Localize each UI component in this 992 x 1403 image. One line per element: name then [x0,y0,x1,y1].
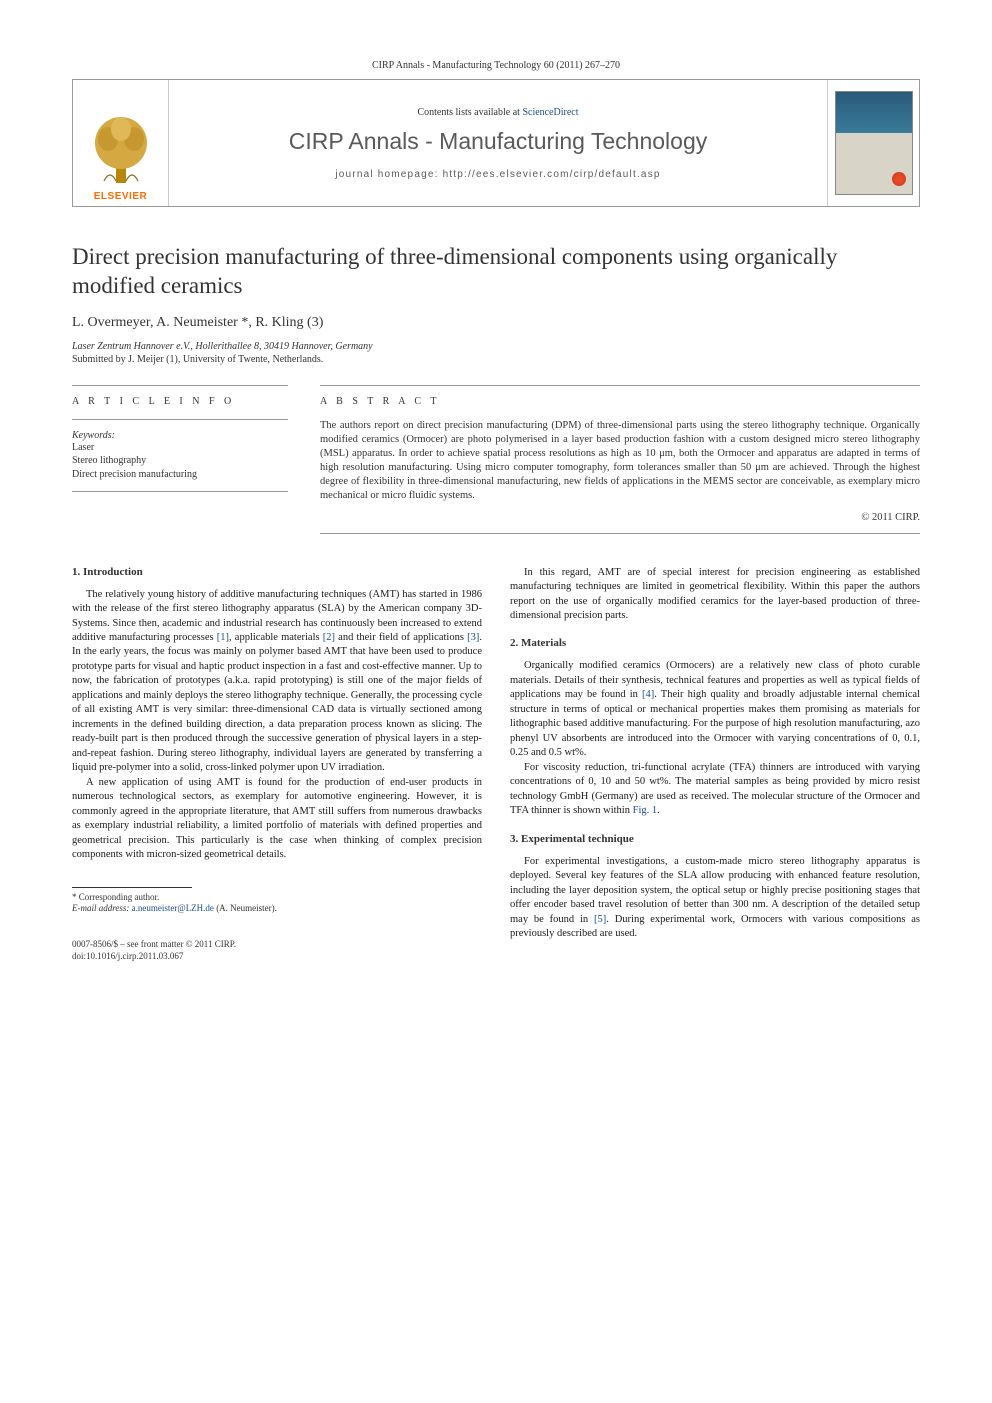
s2p2-post: . [657,805,660,816]
article-info-column: A R T I C L E I N F O Keywords: Laser St… [72,385,288,534]
homepage-url: http://ees.elsevier.com/cirp/default.asp [443,169,661,180]
keyword: Stereo lithography [72,454,288,468]
footnote-divider [72,887,192,888]
keyword: Direct precision manufacturing [72,468,288,482]
p1-mid2: and their field of applications [335,632,467,643]
corresponding-author: * Corresponding author. [72,892,482,904]
journal-banner: ELSEVIER Contents lists available at Sci… [72,79,920,207]
section-1-p2: A new application of using AMT is found … [72,776,482,863]
doi-line: doi:10.1016/j.cirp.2011.03.067 [72,951,482,963]
article-title: Direct precision manufacturing of three-… [72,243,920,301]
abstract-label: A B S T R A C T [320,396,920,407]
right-column: In this regard, AMT are of special inter… [510,566,920,963]
homepage-prefix: journal homepage: [335,169,442,180]
journal-homepage: journal homepage: http://ees.elsevier.co… [335,169,660,180]
footer-meta: 0007-8506/$ – see front matter © 2011 CI… [72,939,482,962]
abstract-copyright: © 2011 CIRP. [320,512,920,523]
ref-1-link[interactable]: [1] [217,632,229,643]
elsevier-tree-icon [86,109,156,189]
abstract-text: The authors report on direct precision m… [320,419,920,504]
abstract-column: A B S T R A C T The authors report on di… [320,385,920,534]
ref-3-link[interactable]: [3] [467,632,479,643]
elsevier-logo-box: ELSEVIER [73,80,169,206]
ref-2-link[interactable]: [2] [323,632,335,643]
keywords-label: Keywords: [72,430,288,441]
email-line: E-mail address: a.neumeister@LZH.de (A. … [72,903,482,915]
keyword: Laser [72,441,288,455]
p1-post: . In the early years, the focus was main… [72,632,482,773]
email-label: E-mail address: [72,903,132,913]
ref-4-link[interactable]: [4] [642,689,654,700]
elsevier-label: ELSEVIER [94,191,147,202]
section-2-p2: For viscosity reduction, tri-functional … [510,761,920,819]
p1-mid1: , applicable materials [229,632,323,643]
cover-thumbnail-box [827,80,919,206]
fig-1-link[interactable]: Fig. 1 [633,805,658,816]
section-2-heading: 2. Materials [510,637,920,649]
ref-5-link[interactable]: [5] [594,914,606,925]
affiliation: Laser Zentrum Hannover e.V., Hollerithal… [72,341,920,352]
section-1-p1: The relatively young history of additive… [72,588,482,776]
section-1-heading: 1. Introduction [72,566,482,578]
section-3-heading: 3. Experimental technique [510,833,920,845]
journal-title: CIRP Annals - Manufacturing Technology [289,128,708,155]
article-info-label: A R T I C L E I N F O [72,396,288,407]
journal-center: Contents lists available at ScienceDirec… [169,80,827,206]
email-name: (A. Neumeister). [214,903,277,913]
contents-line: Contents lists available at ScienceDirec… [417,107,578,118]
cover-thumbnail [835,91,913,195]
section-2-p1: Organically modified ceramics (Ormocers)… [510,659,920,760]
header-citation: CIRP Annals - Manufacturing Technology 6… [72,60,920,71]
sciencedirect-link[interactable]: ScienceDirect [522,107,578,118]
left-column: 1. Introduction The relatively young his… [72,566,482,963]
section-1-p3: In this regard, AMT are of special inter… [510,566,920,624]
section-3-p1: For experimental investigations, a custo… [510,855,920,942]
authors: L. Overmeyer, A. Neumeister *, R. Kling … [72,315,920,331]
email-link[interactable]: a.neumeister@LZH.de [132,903,214,913]
submitted-by: Submitted by J. Meijer (1), University o… [72,354,920,365]
s2p2-pre: For viscosity reduction, tri-functional … [510,762,920,816]
contents-prefix: Contents lists available at [417,107,522,118]
issn-line: 0007-8506/$ – see front matter © 2011 CI… [72,939,482,951]
